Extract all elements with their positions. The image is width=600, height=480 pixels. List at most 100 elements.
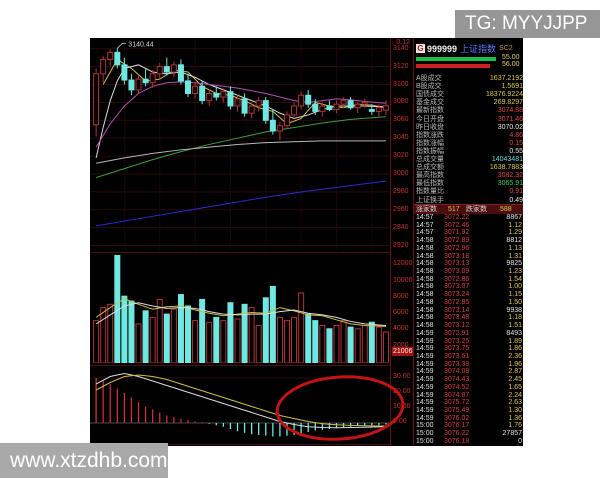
tick-volume: 2.36 xyxy=(508,352,522,360)
DEA-line xyxy=(95,374,386,427)
price-axis-label: 2980 xyxy=(393,187,409,195)
field-value: 1638.7883 xyxy=(489,164,523,172)
tick-time: 15:00 xyxy=(416,437,434,445)
tick-volume: 1.29 xyxy=(508,229,522,237)
tick-row: 14:58 3073.24 1.15 xyxy=(414,291,523,299)
sell-strength-value: 56.00 xyxy=(502,61,520,68)
tick-volume: 1.86 xyxy=(508,345,522,353)
tick-price: 3073.07 xyxy=(444,283,470,291)
quote-field-row: 总成交量 14043481 xyxy=(414,156,523,164)
tick-price: 3072.86 xyxy=(444,275,470,283)
quote-field-row: 指数量比 0.91 xyxy=(414,188,523,196)
tick-row: 14:59 3075.49 1.30 xyxy=(414,407,523,415)
tick-time: 14:58 xyxy=(416,237,434,245)
field-value: 18376.9224 xyxy=(486,91,523,99)
field-label: 指数涨跌 xyxy=(416,131,444,139)
tick-time: 14:59 xyxy=(416,399,434,407)
tick-time: 14:59 xyxy=(416,345,434,353)
field-value: 1.5691 xyxy=(501,83,523,91)
tick-price: 3072.46 xyxy=(444,221,470,229)
field-value: 3074.88 xyxy=(497,107,523,115)
axis-corner-note: 0.12 xyxy=(396,39,410,46)
tick-price: 3073.25 xyxy=(444,337,470,345)
tick-volume: 1.65 xyxy=(508,383,522,391)
quote-field-row: 昨日收盘 3070.02 xyxy=(414,124,523,132)
quote-field-row: 总成交额 1638.7883 xyxy=(414,164,523,172)
MA120-line xyxy=(96,140,386,164)
tick-row: 14:59 3073.75 1.86 xyxy=(414,345,523,353)
tick-volume: 2.24 xyxy=(508,391,522,399)
tick-row: 14:59 3073.61 2.36 xyxy=(414,353,523,361)
quote-field-row: 今日开盘 3071.46 xyxy=(414,116,523,124)
tick-time: 14:59 xyxy=(416,391,434,399)
tick-price: 3073.48 xyxy=(444,314,470,322)
tick-time: 14:59 xyxy=(416,383,434,391)
field-label: 指数涨幅 xyxy=(416,139,444,147)
tick-volume: 0 xyxy=(518,437,522,445)
price-axis-label: 2940 xyxy=(393,223,409,231)
tick-price: 3073.75 xyxy=(444,345,470,353)
volume-chart-pane[interactable] xyxy=(90,252,390,363)
tick-time: 14:58 xyxy=(416,260,434,268)
quote-field-row: A股成交 1637.2192 xyxy=(414,75,523,83)
tick-price: 3073.38 xyxy=(444,360,470,368)
price-axis-label: 3040 xyxy=(393,134,409,142)
tick-row: 14:58 3073.09 1.23 xyxy=(414,268,523,276)
tick-row: 14:59 3074.52 1.65 xyxy=(414,384,523,392)
quote-field-row: 指数涨幅 0.15 xyxy=(414,140,523,148)
tick-row: 14:57 3072.46 1.12 xyxy=(414,222,523,230)
tick-price: 3071.92 xyxy=(444,229,470,237)
decliners-count: 588 xyxy=(500,206,512,213)
tick-time: 14:57 xyxy=(416,214,434,221)
field-value: 0.91 xyxy=(509,188,523,196)
tick-price: 3073.18 xyxy=(444,252,470,260)
price-axis-label: 3000 xyxy=(393,169,409,177)
tick-row: 15:00 3076.18 0 xyxy=(414,438,523,446)
peak-price-annotation: 3140.44 xyxy=(128,41,153,48)
buy-strength-value: 55.00 xyxy=(502,54,520,61)
tick-row: 14:58 3073.13 9825 xyxy=(414,260,523,268)
tick-volume: 1.50 xyxy=(508,298,522,306)
tick-price: 3076.17 xyxy=(444,422,470,430)
quote-field-row: 基金成交 269.8297 xyxy=(414,99,523,107)
candlestick-chart-pane[interactable]: 3140.44 xyxy=(90,38,390,250)
volume-axis-label: 6000 xyxy=(393,309,409,317)
price-axis-label: 3120 xyxy=(393,62,409,70)
tick-time: 14:57 xyxy=(416,221,434,229)
tick-volume: 1.12 xyxy=(508,221,522,229)
tick-price: 3073.12 xyxy=(444,322,470,330)
tick-row: 14:57 3072.22 8867 xyxy=(414,214,523,222)
telegram-watermark: TG: MYYJJPP xyxy=(455,10,600,38)
tick-row: 14:59 3074.08 2.87 xyxy=(414,368,523,376)
volume-axis-label: 4000 xyxy=(393,325,409,333)
tick-time: 14:57 xyxy=(416,229,434,237)
quote-field-row: 指数振幅 0.55 xyxy=(414,148,523,156)
tick-time: 14:59 xyxy=(416,337,434,345)
tick-row: 14:57 3071.92 1.29 xyxy=(414,229,523,237)
field-label: 国债成交 xyxy=(416,91,444,99)
field-label: 昨日收盘 xyxy=(416,123,444,131)
MA20-line xyxy=(95,81,387,148)
tick-row: 14:58 3072.89 8812 xyxy=(414,237,523,245)
tick-time: 14:59 xyxy=(416,368,434,376)
tick-volume: 8493 xyxy=(506,329,522,337)
tick-volume: 1.00 xyxy=(508,283,522,291)
macd-chart-pane[interactable] xyxy=(90,365,390,445)
tick-time: 14:58 xyxy=(416,291,434,299)
field-label: 最新指数 xyxy=(416,107,444,115)
tick-price: 3076.18 xyxy=(444,437,470,445)
tick-trade-list[interactable]: 14:57 3072.22 8867 14:57 3072.46 1.12 14:57 307… xyxy=(414,214,523,446)
tick-price: 3074.08 xyxy=(444,368,470,376)
tick-row: 14:59 3076.02 1.36 xyxy=(414,415,523,423)
tick-time: 14:59 xyxy=(416,352,434,360)
tick-row: 14:58 3073.48 1.18 xyxy=(414,314,523,322)
tick-row: 14:58 3073.07 1.00 xyxy=(414,283,523,291)
VOL-MA10-line xyxy=(95,302,387,327)
tick-time: 14:58 xyxy=(416,252,434,260)
tick-volume: 9825 xyxy=(506,260,522,268)
quote-field-row: 最新指数 3074.88 xyxy=(414,107,523,115)
volume-axis-label: 8000 xyxy=(393,292,409,300)
field-value: 14043481 xyxy=(491,156,523,163)
field-value: 0.15 xyxy=(509,139,523,147)
